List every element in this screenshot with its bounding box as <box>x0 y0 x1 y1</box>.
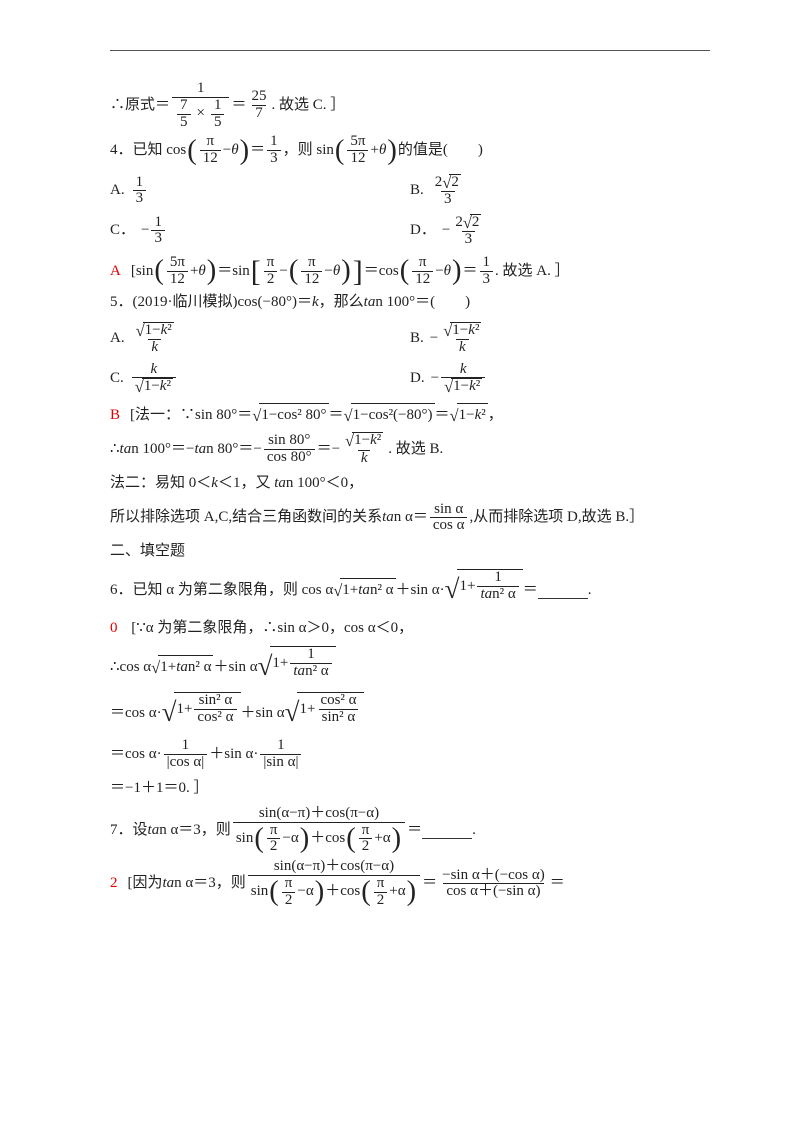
option-c: C. k√1−k² <box>110 362 410 396</box>
q5-expl-4: 所以排除选项 A,C,结合三角函数间的关系 tan α＝ sin αcos α … <box>110 502 710 535</box>
q5-stem: 5． (2019·临川模拟) cos(−80°)＝ k ，那么 tatan 10… <box>110 291 710 314</box>
top-rule <box>110 50 710 51</box>
q4-stem: 4． 已知 cos ( π12 − θ ) ＝ 13 ， 则 sin ( 5π1… <box>110 134 710 167</box>
q6-expl-2: ∴cos α √1+tan² α ＋sin α √ 1+ 1tan² α <box>110 646 710 688</box>
big-fraction: sin(α−π)＋cos(π−α) sin(π2−α) ＋cos(π2+α) <box>233 806 405 855</box>
text: ∴原式＝ <box>110 94 170 117</box>
fill-blank <box>538 582 588 600</box>
q6-stem: 6． 已知 α 为第二象限角，则 cos α √1+tan² α ＋sin α·… <box>110 569 710 611</box>
q6-expl-4: ＝cos α· 1|cos α| ＋sin α· 1|sin α| <box>110 738 710 771</box>
q6-expl-5: ＝−1＋1＝0. ］ <box>110 777 710 800</box>
q5-expl-1: B [法一：∵sin 80°＝ √1−cos² 80° ＝ √1−cos²(−8… <box>110 403 710 429</box>
q5-options: A. √1−k²k B. −√1−k²k C. k√1−k² D. −k√1−k… <box>110 319 710 399</box>
q7-stem: 7． 设 tan α＝3，则 sin(α−π)＋cos(π−α) sin(π2−… <box>110 806 710 855</box>
option-a: A. √1−k²k <box>110 322 410 356</box>
option-b: B. −√1−k²k <box>410 322 710 356</box>
answer-key: A <box>110 260 121 283</box>
answer-key: 2 <box>110 872 118 895</box>
q4-options: A. 13 B. 2√23 C． − 13 D． − 2√23 <box>110 171 710 251</box>
option-b: B. 2√23 <box>410 174 710 208</box>
q6-expl-1: 0 [∵α 为第二象限角，∴sin α＞0，cos α＜0， <box>110 617 710 640</box>
fraction: 1 75 × 15 <box>172 81 229 130</box>
option-d: D． − 2√23 <box>410 214 710 248</box>
fill-blank <box>422 822 472 840</box>
q4-explanation: A [ sin ( 5π12 +θ ) ＝sin [ π2 − ( π12 −θ… <box>110 255 710 288</box>
q3-tail: ∴原式＝ 1 75 × 15 ＝ 257 . 故选 C. ］ <box>110 81 710 130</box>
q6-expl-3: ＝cos α· √ 1+ sin² αcos² α ＋sin α √ 1+ co… <box>110 692 710 734</box>
q5-expl-3: 法二：易知 0＜k＜1，又 tan 100°＜0， <box>110 472 710 495</box>
option-a: A. 13 <box>110 174 410 208</box>
option-d: D. −k√1−k² <box>410 362 710 396</box>
page: ∴原式＝ 1 75 × 15 ＝ 257 . 故选 C. ］ 4． 已知 cos… <box>0 0 800 1132</box>
option-c: C． − 13 <box>110 214 410 248</box>
q7-expl: 2 [因为 tan α＝3，则 sin(α−π)＋cos(π−α) sin(π2… <box>110 859 710 908</box>
answer-key: B <box>110 404 120 427</box>
answer-key: 0 <box>110 620 118 636</box>
section-2-heading: 二、填空题 <box>110 540 710 563</box>
q5-expl-2: ∴ tan 100°＝−tan 80°＝− sin 80°cos 80° ＝− … <box>110 432 710 466</box>
